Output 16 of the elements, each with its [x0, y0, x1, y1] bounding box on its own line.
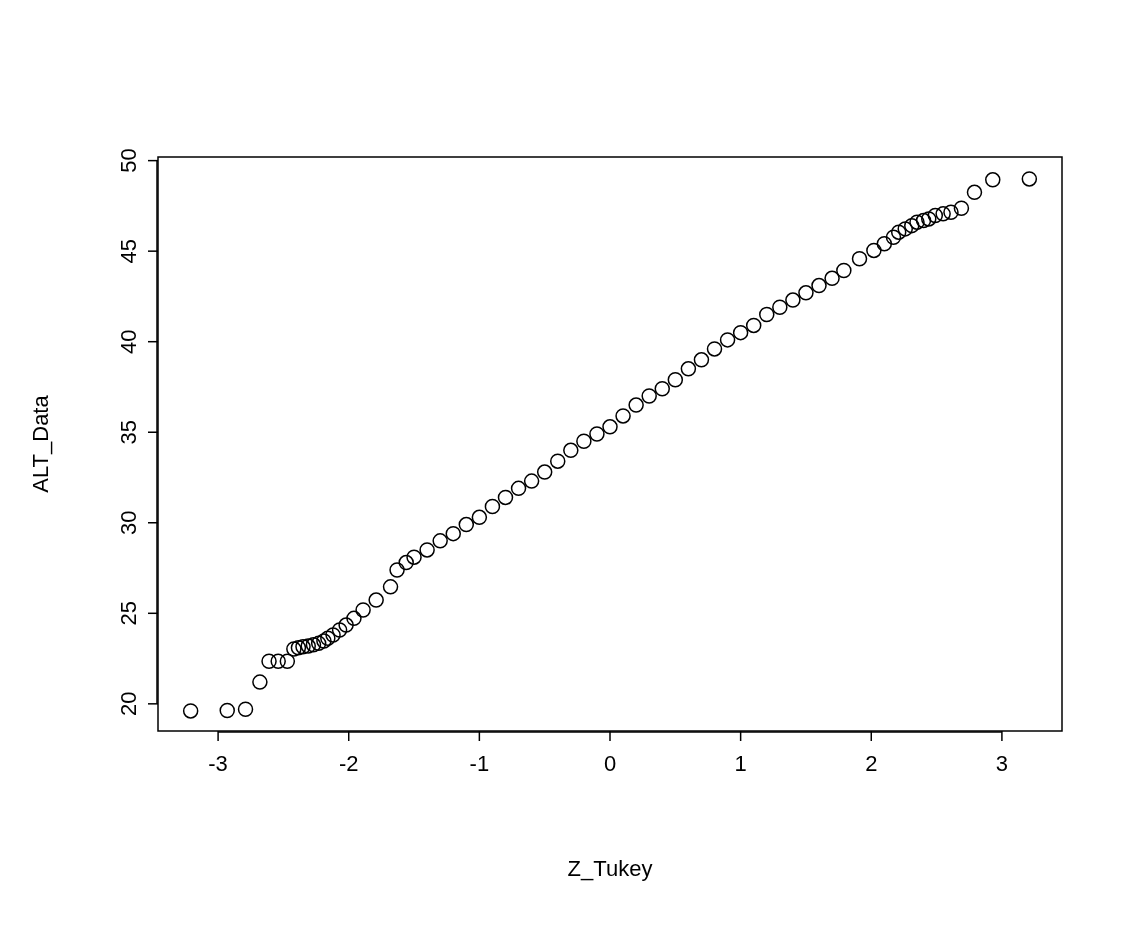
x-tick-label: 3: [995, 751, 1009, 776]
x-tick-label: 2: [865, 751, 878, 776]
y-axis-title: ALT_Data: [28, 394, 53, 493]
y-tick-label: 45: [116, 238, 141, 264]
x-tick-label: -3: [208, 751, 228, 776]
x-tick-label: 1: [734, 751, 747, 776]
x-tick-label: -1: [469, 751, 490, 776]
y-tick-label: 40: [116, 329, 141, 354]
x-tick-label: -2: [338, 751, 359, 776]
x-tick-label: 0: [603, 751, 617, 776]
y-tick-label: 30: [116, 510, 141, 536]
y-tick-label: 35: [116, 419, 141, 445]
y-tick-label: 50: [116, 148, 141, 173]
x-axis-title: Z_Tukey: [567, 856, 653, 881]
y-tick-label: 25: [116, 601, 141, 626]
y-tick-label: 20: [116, 691, 141, 717]
